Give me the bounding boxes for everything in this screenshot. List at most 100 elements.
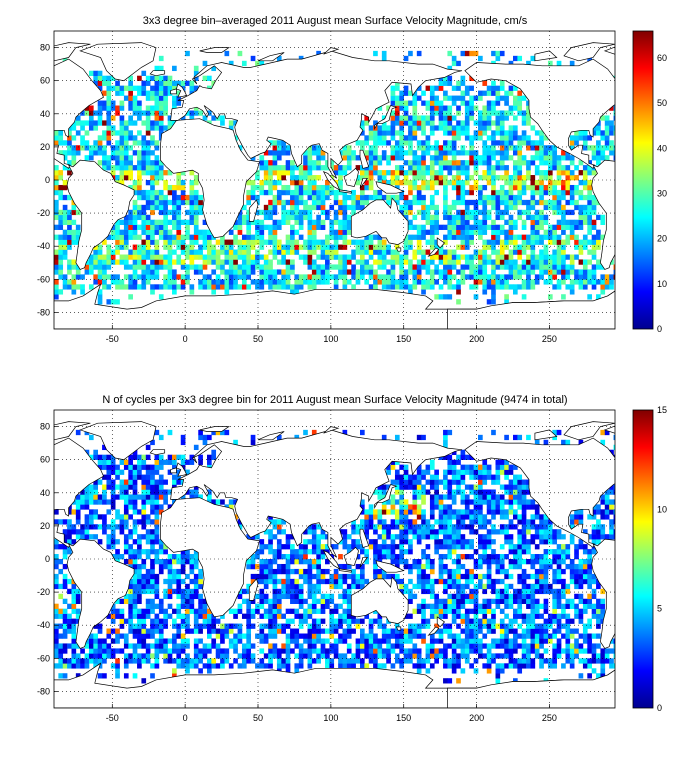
bin-cell [373, 189, 378, 196]
bin-cell [88, 514, 94, 520]
bin-cell [408, 588, 413, 595]
bin-cell [582, 244, 588, 250]
x-tick-label: 250 [542, 334, 557, 344]
bin-cell [215, 648, 221, 654]
bin-cell [329, 184, 335, 191]
bin-cell [276, 554, 282, 560]
bin-cell [482, 199, 488, 206]
bin-cell [115, 668, 120, 674]
bin-cell [97, 514, 103, 520]
bin-cell [429, 524, 435, 530]
bin-cell [473, 184, 479, 191]
bin-cell [198, 459, 203, 465]
bin-cell [272, 180, 278, 186]
bin-cell [381, 130, 387, 136]
bin-cell [132, 264, 138, 270]
bin-cell [473, 249, 479, 255]
bin-cell [54, 519, 59, 525]
bin-cell [408, 539, 413, 545]
bin-cell [425, 140, 431, 146]
bin-cell [486, 145, 492, 151]
bin-cell [390, 110, 396, 116]
bin-cell [495, 214, 501, 221]
bin-cell [504, 239, 509, 245]
bin-cell [119, 165, 125, 171]
bin-cell [198, 234, 203, 240]
bin-cell [552, 194, 558, 201]
bin-cell [88, 519, 94, 525]
bin-cell [198, 209, 203, 216]
bin-cell [285, 593, 291, 600]
bin-cell [491, 289, 496, 295]
bin-cell [276, 578, 282, 585]
bin-cell [102, 264, 107, 270]
bin-cell [434, 598, 439, 604]
bin-cell [62, 519, 68, 525]
bin-cell [303, 429, 308, 436]
bin-cell [158, 464, 164, 470]
bin-cell [499, 95, 505, 101]
bin-cell [241, 643, 247, 649]
bin-cell [67, 534, 72, 540]
bin-cell [399, 125, 405, 131]
bin-cell [582, 234, 588, 240]
bin-cell [552, 249, 558, 255]
bin-cell [307, 284, 313, 290]
bin-cell [394, 140, 400, 146]
bin-cell [150, 239, 155, 245]
bin-cell [429, 499, 435, 505]
bin-cell [88, 125, 94, 131]
bin-cell [268, 613, 273, 619]
bin-cell [443, 75, 448, 81]
bin-cell [263, 633, 269, 639]
bin-cell [128, 559, 133, 565]
bin-cell [132, 499, 138, 505]
bin-cell [399, 100, 405, 106]
bin-cell [193, 593, 199, 600]
bin-cell [403, 110, 409, 116]
bin-cell [115, 160, 120, 166]
bin-cell [613, 155, 615, 161]
bin-cell [115, 638, 120, 644]
bin-cell [67, 209, 72, 216]
bin-cell [185, 653, 190, 659]
bin-cell [364, 519, 370, 525]
bin-cell [364, 184, 370, 191]
bin-cell [521, 155, 527, 161]
bin-cell [338, 224, 343, 230]
bin-cell [543, 279, 549, 285]
bin-cell [364, 264, 370, 270]
bin-cell [294, 633, 300, 639]
bin-cell [84, 484, 90, 490]
bin-cell [110, 105, 116, 111]
bin-cell [128, 224, 133, 230]
bin-cell [587, 239, 592, 245]
bin-cell [294, 653, 300, 659]
bin-cell [145, 479, 151, 485]
bin-cell [119, 519, 125, 525]
bin-cell [416, 189, 422, 196]
bin-cell [176, 95, 182, 101]
bin-cell [547, 254, 553, 260]
bin-cell [429, 484, 435, 490]
bin-cell [338, 623, 343, 629]
bin-cell [451, 284, 457, 290]
bin-cell [67, 519, 72, 525]
bin-cell [412, 509, 418, 515]
bin-cell [381, 519, 387, 525]
bin-cell [403, 499, 409, 505]
bin-cell [145, 219, 151, 225]
bin-cell [263, 264, 269, 270]
bin-cell [521, 140, 527, 146]
bin-cell [368, 155, 374, 161]
bin-cell [250, 244, 256, 250]
bin-cell [504, 95, 509, 101]
bin-cell [355, 529, 361, 535]
bin-cell [276, 608, 282, 614]
bin-cell [386, 529, 391, 535]
bin-cell [176, 234, 182, 240]
bin-cell [132, 568, 138, 575]
bin-cell [250, 608, 256, 614]
bin-cell [530, 234, 536, 240]
bin-cell [478, 120, 483, 126]
